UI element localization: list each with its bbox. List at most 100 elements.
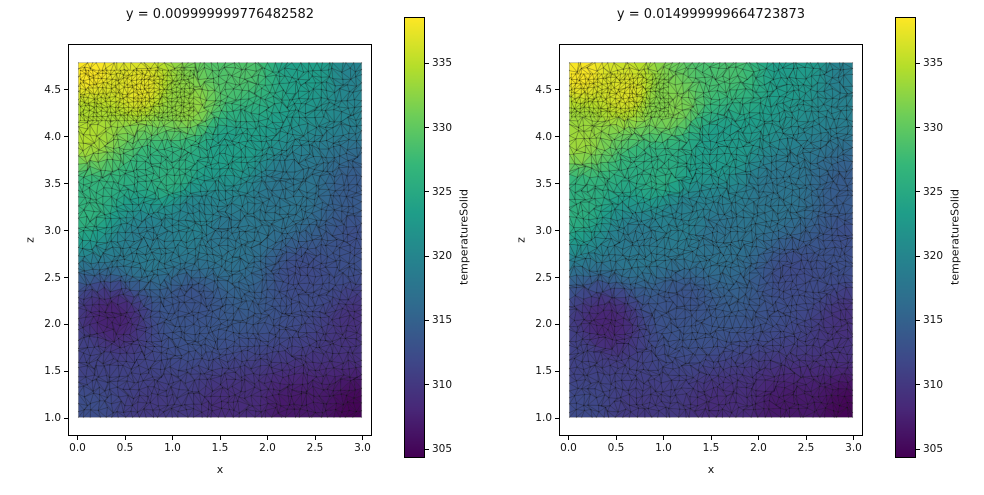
z-tick-mark [555, 277, 559, 278]
z-tick-mark [555, 417, 559, 419]
x-tick-label: 2.0 [750, 442, 767, 454]
z-tick-label: 1.0 [44, 412, 61, 425]
z-tick-label: 3.5 [535, 177, 552, 190]
z-tick-label: 3.0 [44, 224, 61, 237]
x-tick-label: 1.0 [164, 442, 181, 454]
colorbar-tick-mark [425, 62, 429, 64]
colorbar-tick-mark [425, 384, 429, 386]
z-tick-mark [64, 230, 68, 232]
plot-area [68, 44, 372, 436]
z-tick-mark [555, 230, 559, 232]
x-tick-label: 2.5 [797, 442, 815, 454]
colorbar-canvas [405, 18, 424, 457]
z-tick-mark [555, 136, 559, 138]
z-tick-mark [64, 183, 68, 185]
z-tick-label: 2.5 [535, 271, 552, 284]
colorbar-tick-mark [425, 191, 429, 193]
z-tick-label: 2.0 [44, 318, 61, 331]
x-tick-mark [362, 436, 363, 440]
x-tick-mark [172, 436, 173, 440]
colorbar-tick-mark [916, 127, 920, 129]
colorbar-canvas [896, 18, 915, 457]
x-tick-mark [314, 436, 316, 440]
x-tick-label: 1.5 [211, 442, 229, 454]
colorbar-tick-mark [425, 448, 429, 450]
z-tick-label: 1.5 [535, 365, 552, 378]
colorbar-tick-label: 320 [923, 250, 944, 263]
x-tick-label: 0.0 [69, 442, 86, 454]
z-tick-label: 3.0 [535, 224, 552, 237]
x-tick-mark [853, 436, 854, 440]
colorbar-tick-mark [916, 384, 920, 386]
x-tick-mark [710, 436, 712, 440]
x-tick-label: 0.5 [116, 442, 134, 454]
colorbar [895, 17, 916, 458]
z-tick-mark [64, 417, 68, 419]
z-tick-mark [555, 323, 559, 325]
y-axis-label: z [514, 237, 528, 243]
colorbar-tick-label: 325 [923, 185, 944, 198]
x-tick-label: 0.5 [607, 442, 625, 454]
x-tick-mark [219, 436, 221, 440]
z-tick-label: 4.5 [44, 83, 61, 96]
x-tick-label: 1.0 [655, 442, 672, 454]
colorbar-tick-label: 305 [432, 443, 453, 455]
colorbar [404, 17, 425, 458]
colorbar-tick-mark [916, 191, 920, 193]
z-tick-label: 1.0 [535, 412, 552, 425]
z-tick-mark [64, 277, 68, 278]
colorbar-tick-mark [425, 127, 429, 129]
y-axis-label: z [23, 237, 37, 243]
colorbar-tick-label: 330 [923, 121, 944, 134]
x-tick-mark [758, 436, 759, 440]
colorbar-tick-mark [916, 255, 920, 257]
z-tick-mark [64, 370, 68, 372]
z-tick-mark [64, 323, 68, 325]
mesh-canvas [560, 45, 862, 435]
x-tick-mark [77, 436, 78, 440]
plot-title: y = 0.014999999664723873 [616, 7, 806, 22]
x-tick-label: 3.0 [845, 442, 862, 454]
x-tick-mark [663, 436, 664, 440]
x-tick-mark [615, 436, 617, 440]
colorbar-tick-mark [916, 448, 920, 450]
x-tick-mark [267, 436, 268, 440]
colorbar-tick-mark [425, 255, 429, 257]
z-tick-label: 2.5 [44, 271, 61, 284]
z-tick-mark [64, 136, 68, 138]
x-tick-mark [568, 436, 569, 440]
colorbar-label: temperatureSolid [948, 189, 962, 285]
x-tick-mark [124, 436, 126, 440]
x-tick-label: 2.5 [306, 442, 324, 454]
colorbar-tick-mark [916, 319, 920, 321]
colorbar-tick-label: 310 [923, 378, 944, 391]
colorbar-tick-label: 315 [432, 314, 453, 327]
colorbar-tick-label: 335 [923, 57, 944, 70]
z-tick-label: 1.5 [44, 365, 61, 378]
z-tick-label: 4.0 [535, 130, 552, 143]
colorbar-tick-label: 335 [432, 57, 453, 70]
colorbar-label: temperatureSolid [457, 189, 471, 285]
x-tick-label: 0.0 [560, 442, 577, 454]
colorbar-tick-label: 315 [923, 314, 944, 327]
plot-area [559, 44, 863, 436]
z-tick-mark [555, 370, 559, 372]
x-tick-label: 1.5 [702, 442, 720, 454]
colorbar-tick-mark [916, 62, 920, 64]
colorbar-tick-label: 320 [432, 250, 453, 263]
x-tick-label: 3.0 [354, 442, 371, 454]
x-tick-mark [805, 436, 807, 440]
colorbar-tick-label: 325 [432, 185, 453, 198]
z-tick-label: 3.5 [44, 177, 61, 190]
z-tick-mark [555, 183, 559, 185]
z-tick-label: 4.5 [535, 83, 552, 96]
plot-title: y = 0.009999999776482582 [125, 7, 315, 22]
colorbar-tick-mark [425, 319, 429, 321]
x-axis-label: x [216, 463, 224, 476]
x-tick-label: 2.0 [259, 442, 276, 454]
z-tick-label: 2.0 [535, 318, 552, 331]
mesh-canvas [69, 45, 371, 435]
colorbar-tick-label: 305 [923, 443, 944, 455]
z-tick-label: 4.0 [44, 130, 61, 143]
